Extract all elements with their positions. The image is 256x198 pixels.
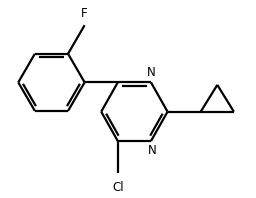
- Text: Cl: Cl: [112, 181, 124, 194]
- Text: F: F: [81, 7, 88, 20]
- Text: N: N: [147, 66, 155, 79]
- Text: N: N: [148, 144, 157, 157]
